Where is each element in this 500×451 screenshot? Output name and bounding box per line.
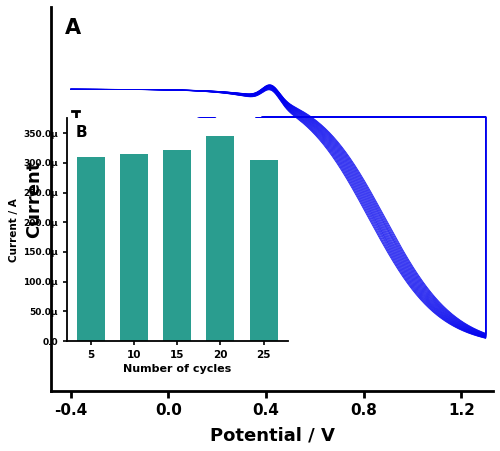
Y-axis label: Current: Current xyxy=(25,160,43,238)
Text: A: A xyxy=(64,18,80,38)
Text: 200μA: 200μA xyxy=(86,143,130,156)
X-axis label: Potential / V: Potential / V xyxy=(210,426,334,444)
